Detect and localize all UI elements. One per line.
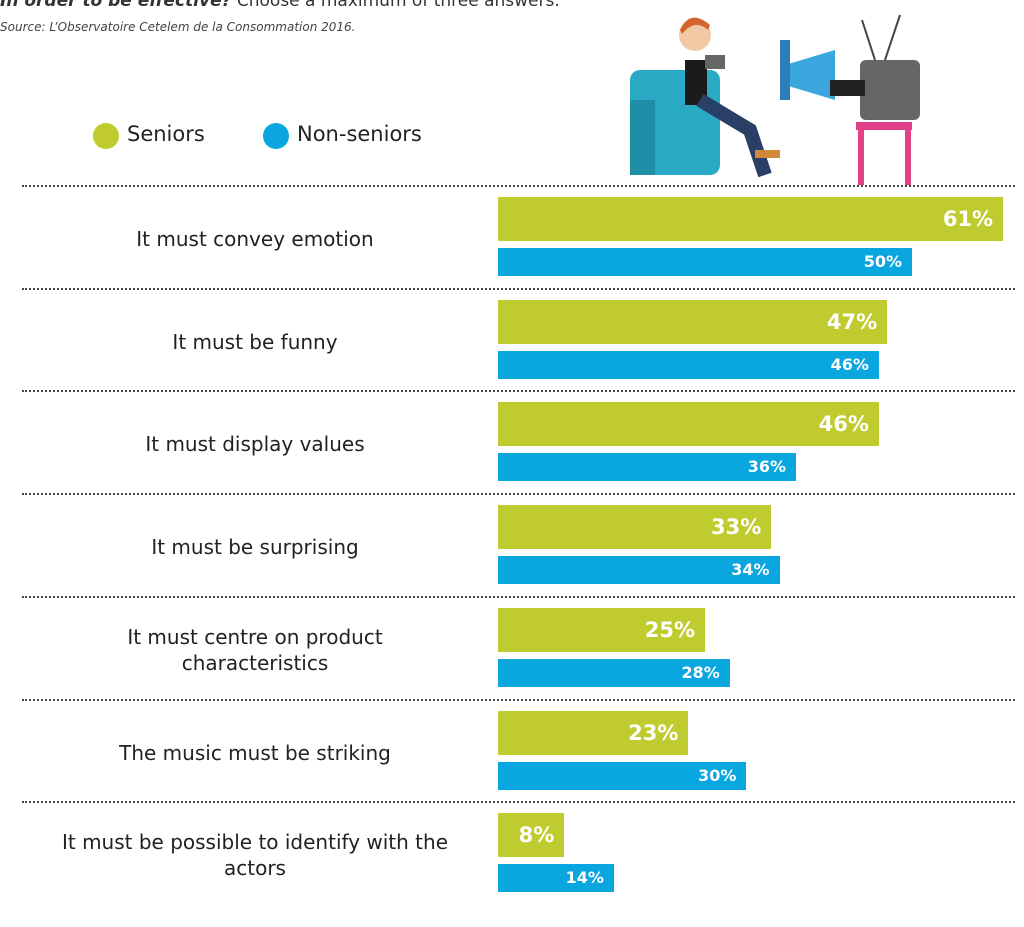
- category-label: It must convey emotion: [136, 227, 374, 251]
- illustration: [630, 14, 920, 185]
- bar: 47%: [498, 299, 888, 344]
- value-label: 30%: [698, 765, 737, 785]
- bar: 30%: [498, 761, 747, 790]
- legend-swatch: [93, 123, 119, 149]
- legend-label: Non-seniors: [297, 122, 422, 146]
- separator: [22, 493, 1015, 496]
- bar: 36%: [498, 453, 797, 482]
- bar: 46%: [498, 350, 879, 379]
- value-label: 25%: [644, 617, 695, 642]
- value-label: 28%: [681, 662, 720, 682]
- bar: 34%: [498, 556, 780, 585]
- bar: 23%: [498, 710, 689, 755]
- value-label: 14%: [565, 868, 604, 888]
- bar: 25%: [498, 607, 705, 652]
- value-label: 33%: [710, 515, 762, 540]
- source: Source: L’Observatoire Cetelem de la Con…: [0, 20, 356, 34]
- separator: [22, 801, 1015, 804]
- category-label: It must be possible to identify with the…: [61, 830, 449, 881]
- legend-label: Seniors: [127, 122, 205, 146]
- bar: 46%: [498, 402, 879, 447]
- value-label: 50%: [863, 252, 902, 271]
- title-line: In order to be effective? Choose a maxim…: [0, 0, 560, 11]
- category-label: It must be surprising: [151, 535, 359, 560]
- bar: 8%: [498, 813, 565, 858]
- chart-subtitle: Choose a maximum of three answers.: [236, 0, 560, 11]
- category-label: It must centre on product characteristic…: [127, 624, 383, 675]
- bar: 50%: [498, 248, 912, 276]
- value-label: 23%: [628, 720, 679, 745]
- legend-swatch: [263, 123, 289, 149]
- value-label: 61%: [942, 207, 994, 231]
- category-label: It must display values: [145, 432, 365, 457]
- separator: [22, 390, 1015, 393]
- value-label: 47%: [826, 309, 878, 334]
- bar: 28%: [498, 658, 730, 687]
- value-label: 8%: [518, 823, 555, 848]
- value-label: 46%: [830, 354, 869, 374]
- category-label: It must be funny: [172, 329, 338, 354]
- bar: 61%: [498, 197, 1004, 241]
- separator: [22, 698, 1015, 701]
- value-label: 34%: [731, 560, 770, 580]
- separator: [22, 287, 1015, 290]
- bar: 14%: [498, 864, 614, 893]
- value-label: 46%: [818, 412, 869, 437]
- bar: 33%: [498, 505, 772, 550]
- value-label: 36%: [747, 457, 787, 477]
- category-label: The music must be striking: [119, 740, 391, 765]
- chart-title: In order to be effective?: [0, 0, 232, 11]
- separator: [22, 185, 1015, 187]
- separator: [22, 595, 1015, 598]
